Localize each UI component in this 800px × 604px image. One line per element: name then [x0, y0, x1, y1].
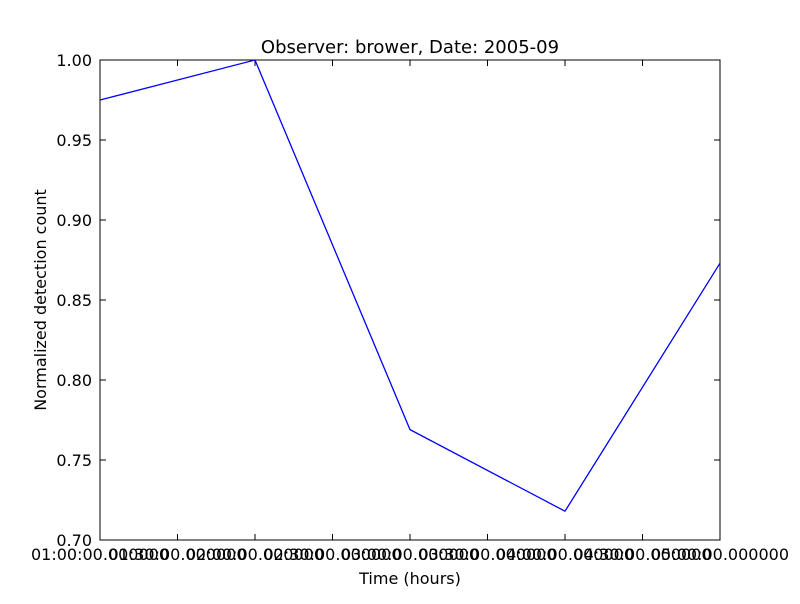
x-tick-label: 03:30:00.000000: [418, 545, 556, 564]
y-tick-label: 0.80: [56, 371, 92, 390]
series-layer: [99, 59, 721, 513]
chart-title: Observer: brower, Date: 2005-09: [261, 37, 559, 58]
y-tick-label: 1.00: [56, 51, 92, 70]
x-tick-label: 04:00:00.000000: [496, 545, 634, 564]
x-tick-label: 03:00:00.000000: [341, 545, 479, 564]
y-tick-label: 0.90: [56, 211, 92, 230]
plot-frame: [99, 59, 721, 541]
y-tick-label: 0.70: [56, 531, 92, 550]
x-tick-label: 01:00:00.000000: [31, 545, 169, 564]
x-tick-label: 01:30:00.000000: [108, 545, 246, 564]
y-tick-label: 0.95: [56, 131, 92, 150]
x-tick-label: 02:00:00.000000: [186, 545, 324, 564]
y-tick-label: 0.85: [56, 291, 92, 310]
x-tick-label: 04:30:00.000000: [573, 545, 711, 564]
y-tick-label: 0.75: [56, 451, 92, 470]
ticks-layer: 01:00:00.00000001:30:00.00000002:00:00.0…: [31, 51, 789, 564]
series-line: [99, 59, 721, 513]
x-tick-label: 02:30:00.000000: [263, 545, 401, 564]
x-tick-label: 05:00:00.000000: [651, 545, 789, 564]
x-axis-label: Time (hours): [358, 569, 461, 588]
y-axis-label: Normalized detection count: [31, 189, 50, 411]
